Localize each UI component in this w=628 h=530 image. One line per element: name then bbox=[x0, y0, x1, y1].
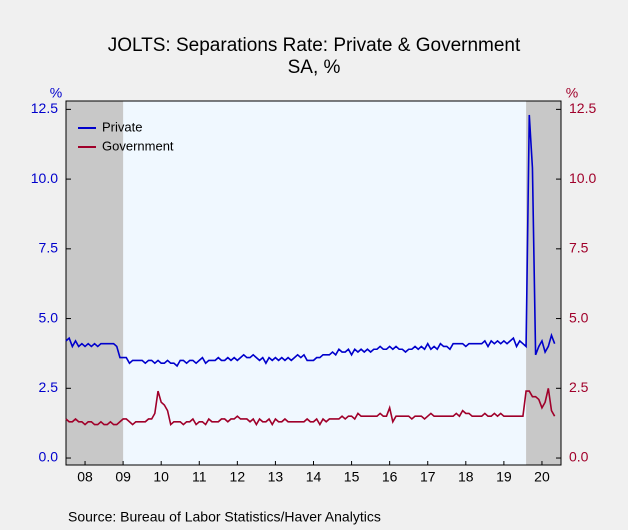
series-line bbox=[65, 114, 556, 368]
y2-tick-label: 2.5 bbox=[569, 379, 589, 395]
x-tick-label: 17 bbox=[420, 469, 436, 485]
legend-label: Government bbox=[102, 138, 174, 153]
y2-axis-label: % bbox=[566, 85, 578, 101]
y-tick-label: 2.5 bbox=[39, 379, 59, 395]
y2-tick-label: 5.0 bbox=[569, 309, 589, 325]
y-tick-label: 5.0 bbox=[39, 309, 59, 325]
y-axis-label: % bbox=[50, 85, 62, 101]
x-tick-label: 15 bbox=[344, 469, 360, 485]
y2-tick-label: 0.0 bbox=[569, 449, 589, 465]
legend-label: Private bbox=[102, 119, 142, 134]
x-tick-label: 20 bbox=[534, 469, 550, 485]
source-note: Source: Bureau of Labor Statistics/Haver… bbox=[68, 509, 381, 525]
x-tick-label: 08 bbox=[77, 469, 93, 485]
y-tick-label: 10.0 bbox=[31, 170, 58, 186]
x-tick-label: 09 bbox=[115, 469, 131, 485]
x-tick-label: 19 bbox=[496, 469, 512, 485]
recession-band bbox=[66, 101, 124, 465]
y2-tick-label: 7.5 bbox=[569, 240, 589, 256]
y2-tick-label: 12.5 bbox=[569, 100, 596, 116]
x-tick-label: 16 bbox=[382, 469, 398, 485]
plot-area bbox=[66, 101, 561, 465]
chart-title: JOLTS: Separations Rate: Private & Gover… bbox=[108, 35, 521, 56]
y-tick-label: 7.5 bbox=[39, 240, 59, 256]
x-tick-label: 11 bbox=[192, 469, 207, 485]
y-tick-label: 0.0 bbox=[39, 449, 59, 465]
x-tick-label: 12 bbox=[230, 469, 246, 485]
x-tick-label: 18 bbox=[458, 469, 474, 485]
chart-subtitle: SA, % bbox=[288, 57, 341, 78]
y2-tick-label: 10.0 bbox=[569, 170, 596, 186]
x-tick-label: 14 bbox=[306, 469, 322, 485]
y-tick-label: 12.5 bbox=[31, 100, 58, 116]
x-tick-label: 10 bbox=[153, 469, 169, 485]
x-tick-label: 13 bbox=[268, 469, 284, 485]
series-line bbox=[65, 388, 556, 427]
